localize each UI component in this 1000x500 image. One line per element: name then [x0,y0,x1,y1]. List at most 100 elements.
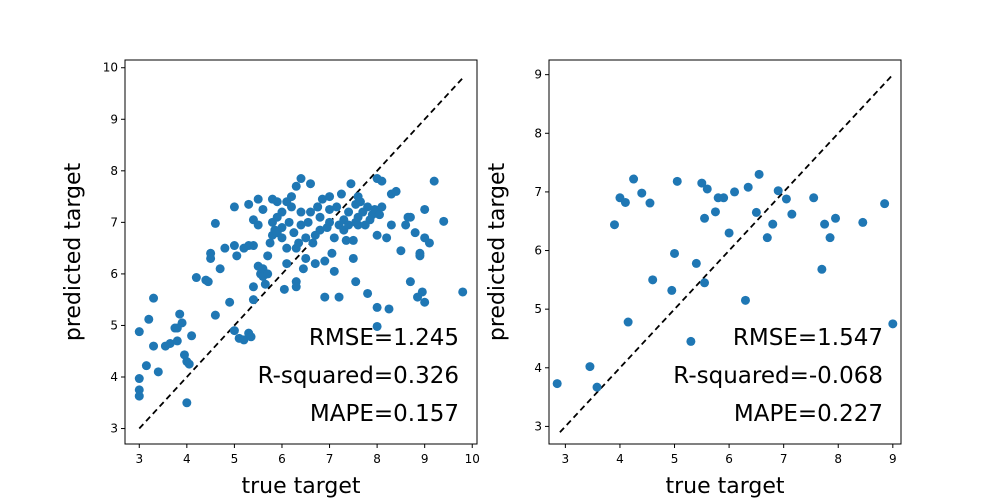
y-tick-label: 4 [110,370,118,384]
data-point [353,220,363,230]
data-point [697,178,707,188]
data-point [144,314,154,324]
data-point [253,220,263,230]
data-point [637,188,647,198]
data-point [458,287,468,297]
data-point [396,246,406,256]
data-point [291,282,301,292]
y-axis-label: predicted target [485,163,510,342]
data-point [336,189,346,199]
data-point [719,193,729,203]
data-point [817,264,827,274]
identity-line [559,74,894,433]
data-point [284,217,294,227]
data-point [391,186,401,196]
data-point [787,209,797,219]
y-tick-label: 8 [534,126,542,140]
x-tick-label: 4 [183,452,191,466]
data-point [301,253,311,263]
data-point [372,321,382,331]
data-point [754,169,764,179]
x-tick-label: 3 [135,452,143,466]
y-tick-label: 4 [534,361,542,375]
metric-annotation: MAPE=0.157 [310,401,459,427]
x-tick-label: 6 [278,452,286,466]
data-point [210,218,220,228]
data-point [248,241,258,251]
data-point [184,359,194,369]
data-point [317,194,327,204]
data-point [134,327,144,337]
data-point [410,228,420,238]
data-point [809,193,819,203]
data-point [592,382,602,392]
data-point [363,202,373,212]
data-point [301,233,311,243]
data-point [282,259,292,269]
data-point [329,266,339,276]
data-point [182,398,192,408]
y-axis-label: predicted target [61,163,86,342]
data-point [320,256,330,266]
data-point [372,302,382,312]
data-point [279,284,289,294]
data-point [229,326,239,336]
y-tick-label: 3 [534,419,542,433]
y-tick-label: 6 [110,267,118,281]
data-point [306,179,316,189]
data-point [825,233,835,243]
data-point [439,216,449,226]
data-point [740,295,750,305]
y-tick-label: 8 [110,164,118,178]
data-point [382,233,392,243]
plot-2: 3 4 5 6 7 8 9 3 4 5 6 7 8 9 true target predicted targe… [485,59,902,499]
data-point [265,238,275,248]
data-point [686,336,696,346]
data-point [244,199,254,209]
data-point [363,288,373,298]
data-point [298,264,308,274]
data-point [187,331,197,341]
data-point [344,207,354,217]
data-point [258,204,268,214]
data-point [172,323,182,333]
data-point [346,179,356,189]
data-point [134,391,144,401]
data-point [277,207,287,217]
x-tick-label: 8 [373,452,381,466]
data-point [724,228,734,238]
data-point [253,194,263,204]
data-point [334,292,344,302]
x-tick-label: 10 [465,452,480,466]
y-tick-label: 7 [110,215,118,229]
data-point [420,297,430,307]
data-point [751,207,761,217]
data-point [672,176,682,186]
data-point [377,176,387,186]
x-tick-label: 6 [725,452,733,466]
data-point [348,253,358,263]
data-point [313,202,323,212]
data-point [246,332,256,342]
data-point [225,297,235,307]
x-tick-label: 8 [834,452,842,466]
data-point [620,197,630,207]
plot-frame [548,59,902,445]
data-point [141,361,151,371]
data-point [667,285,677,295]
x-tick-label: 9 [421,452,429,466]
data-point [386,220,396,230]
data-point [702,184,712,194]
y-tick-label: 6 [534,244,542,258]
data-point [351,277,361,287]
data-point [191,273,201,283]
metric-annotation: RMSE=1.245 [309,325,459,351]
data-point [291,181,301,191]
data-point [248,282,258,292]
y-tick-label: 7 [534,185,542,199]
data-point [229,241,239,251]
data-point [424,238,434,248]
data-point [405,212,415,222]
data-point [332,202,342,212]
x-tick-label: 5 [231,452,239,466]
